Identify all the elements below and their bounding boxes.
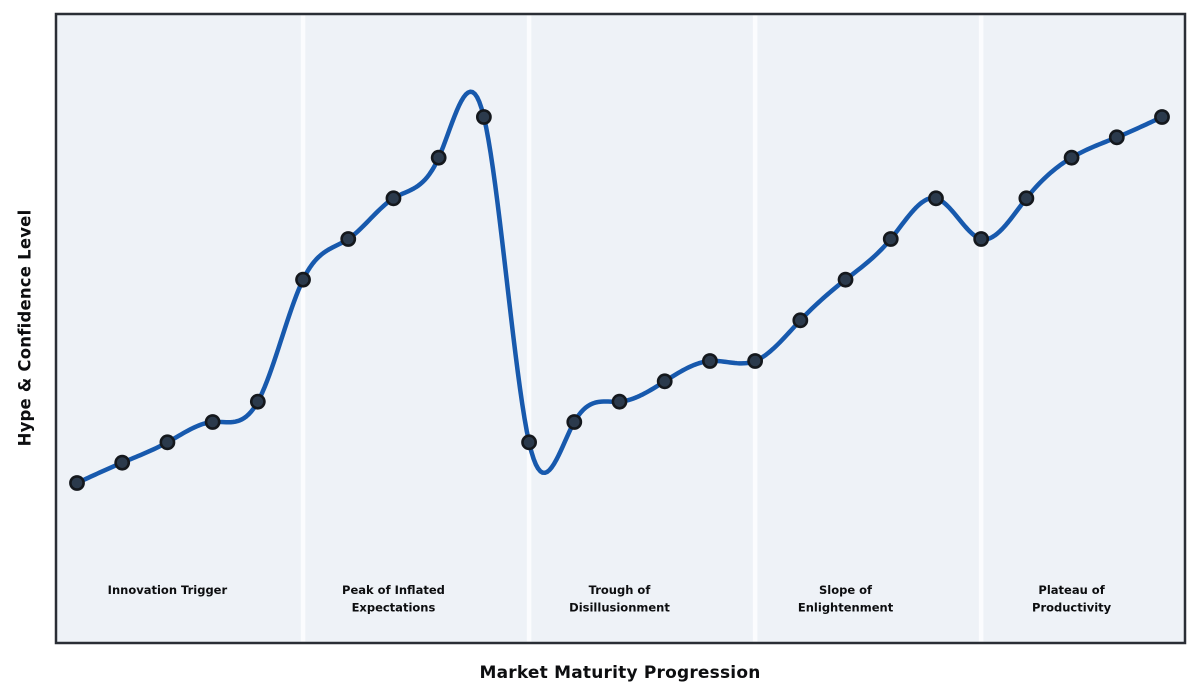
phase-label: Innovation Trigger (108, 583, 228, 597)
data-point (114, 454, 131, 471)
data-point (521, 434, 537, 451)
data-point (340, 231, 357, 247)
phase-separators (300, 15, 984, 642)
data-point (204, 414, 221, 430)
data-point (295, 271, 311, 288)
data-point (656, 373, 673, 390)
data-point (566, 414, 583, 430)
phase-label: Plateau of Productivity (1032, 583, 1112, 615)
data-point (973, 231, 990, 247)
data-point (475, 109, 492, 125)
data-point (702, 353, 718, 369)
y-axis-label: Hype & Confidence Level (15, 209, 35, 447)
phase-labels: Innovation Trigger Peak of Inflated Expect… (108, 583, 1112, 615)
x-axis-label: Market Maturity Progression (479, 663, 761, 683)
data-point (249, 393, 266, 410)
data-point (611, 393, 628, 410)
data-point (837, 271, 854, 288)
data-point (385, 190, 402, 207)
data-point (430, 149, 447, 166)
data-point (747, 353, 764, 369)
phase-label: Trough of Disillusionment (569, 583, 670, 615)
data-point (1018, 190, 1035, 207)
data-point (928, 190, 944, 207)
data-point (69, 475, 85, 491)
data-point (1108, 129, 1125, 146)
phase-label: Peak of Inflated Expectations (342, 583, 445, 615)
data-point (1154, 109, 1170, 125)
data-points (69, 109, 1170, 491)
data-point (1063, 149, 1080, 166)
phase-label: Slope of Enlightenment (798, 583, 894, 615)
plot-frame (54, 12, 1187, 645)
data-point (792, 312, 809, 329)
data-point (882, 231, 899, 247)
data-point (159, 434, 176, 451)
plot-background (56, 14, 1185, 643)
